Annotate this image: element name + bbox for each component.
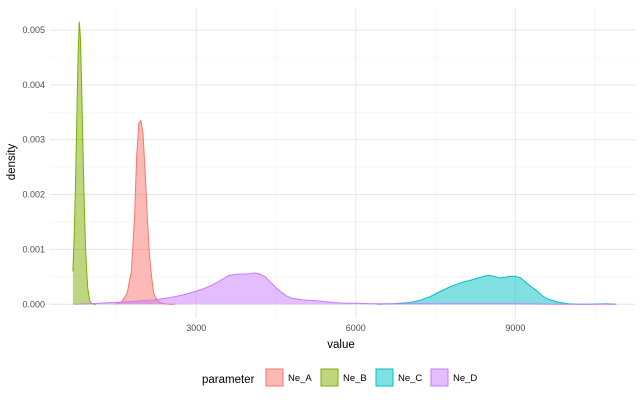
legend-key-ne-a (265, 368, 284, 387)
density-line-ne-b (72, 21, 97, 305)
density-line-ne-c (377, 274, 617, 305)
x-axis-title: value (327, 339, 355, 351)
x-tick-label: 6000 (346, 323, 366, 333)
x-tick-label: 3000 (186, 323, 206, 333)
y-tick-label: 0.000 (22, 299, 45, 309)
legend-key-ne-b (320, 368, 339, 387)
legend-key-ne-d (430, 368, 449, 387)
density-series (72, 21, 617, 305)
x-tick-label: 9000 (505, 323, 525, 333)
legend-label-ne-c: Ne_C (398, 373, 422, 384)
x-axis-tick-labels: 3000 6000 9000 (186, 323, 525, 333)
legend-label-ne-b: Ne_B (343, 373, 367, 384)
y-tick-label: 0.002 (22, 190, 45, 200)
y-tick-label: 0.001 (22, 244, 45, 254)
legend-label-ne-d: Ne_D (453, 373, 477, 384)
y-axis-title: density (6, 144, 18, 181)
density-line-ne-d (73, 272, 617, 305)
y-tick-label: 0.003 (22, 135, 45, 145)
legend: parameter Ne_A Ne_B Ne_C Ne_D (202, 368, 477, 387)
density-area-ne-c (377, 275, 617, 305)
legend-label-ne-a: Ne_A (288, 373, 312, 384)
legend-title: parameter (202, 374, 255, 386)
density-area-ne-a (115, 120, 175, 305)
density-area-ne-b (72, 21, 97, 305)
density-area-ne-d (73, 273, 617, 305)
y-tick-label: 0.005 (22, 25, 45, 35)
legend-key-ne-c (375, 368, 394, 387)
y-axis-tick-labels: 0.000 0.001 0.002 0.003 0.004 0.005 (22, 25, 45, 309)
y-tick-label: 0.004 (22, 80, 45, 90)
